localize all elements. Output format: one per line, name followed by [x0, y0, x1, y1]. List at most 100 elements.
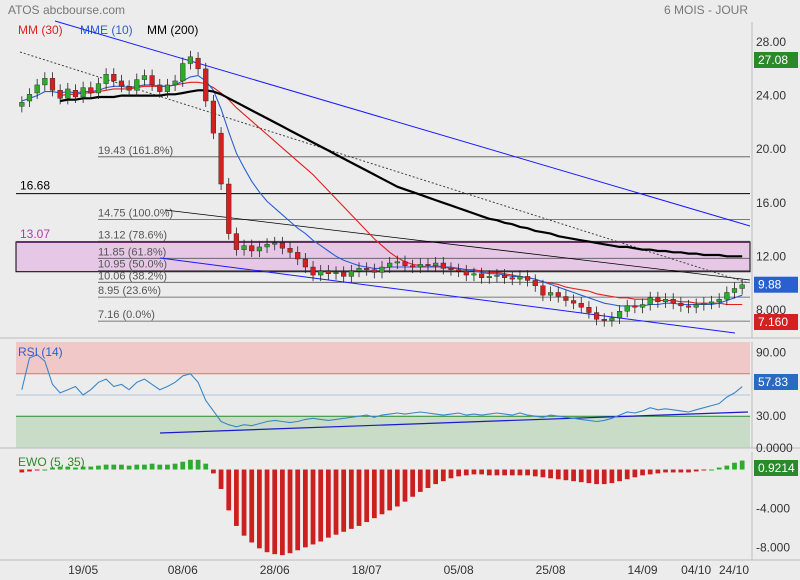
- candle-body: [670, 298, 676, 304]
- ewo-bar: [571, 469, 576, 482]
- ewo-bar: [663, 469, 668, 473]
- ewo-bar: [417, 469, 423, 492]
- ewo-bar: [295, 469, 301, 551]
- candle-body: [210, 100, 216, 134]
- candle-body: [72, 90, 79, 98]
- fibonacci-level-label: 10.06 (38.2%): [98, 270, 167, 282]
- candle-body: [647, 297, 653, 305]
- mm30-value-tag: 7.160: [758, 315, 788, 329]
- rsi-trend-line: [159, 411, 749, 434]
- candle-body: [402, 261, 408, 266]
- rsi-title: RSI (14): [18, 345, 63, 359]
- ewo-bar: [640, 469, 645, 476]
- ewo-bar: [302, 469, 308, 548]
- ewo-bar: [732, 462, 737, 470]
- ewo-bar: [341, 469, 347, 532]
- ewo-bar: [686, 469, 691, 473]
- ewo-bar: [126, 465, 132, 470]
- candle-body: [149, 75, 155, 86]
- candle-body: [287, 248, 293, 253]
- candle-body: [693, 304, 699, 308]
- ewo-bar: [540, 469, 546, 478]
- candle-body: [540, 285, 546, 296]
- x-tick-label: 28/06: [260, 563, 290, 577]
- ewo-bar: [678, 469, 684, 473]
- fibonacci-level-label: 19.43 (161.8%): [98, 145, 173, 157]
- candle-body: [685, 305, 692, 308]
- ewo-value-tag: 0.9214: [758, 461, 795, 475]
- candle-body: [295, 252, 301, 260]
- ewo-bar: [50, 467, 55, 470]
- chart-period: 6 MOIS - JOUR: [664, 3, 748, 17]
- x-tick-label: 05/08: [444, 563, 474, 577]
- candle-body: [325, 270, 331, 274]
- ewo-bar: [410, 469, 416, 497]
- ewo-bar: [19, 469, 25, 473]
- candle-body: [226, 183, 232, 234]
- candle-body: [126, 86, 132, 91]
- candle-body: [371, 269, 377, 273]
- candle-body: [310, 266, 316, 276]
- fibonacci-level-label: 13.12 (78.6%): [98, 229, 167, 241]
- candle-body: [525, 276, 531, 281]
- mm200-value-tag: 27.08: [758, 53, 788, 67]
- ewo-bar: [670, 469, 676, 473]
- ewo-value-tag-bg: [754, 460, 798, 476]
- ewo-bar: [325, 469, 331, 538]
- candle-body: [471, 273, 477, 276]
- candle-body: [272, 242, 278, 245]
- ewo-bar: [601, 469, 607, 485]
- ewo-bar: [42, 469, 48, 471]
- candle-body: [724, 292, 730, 300]
- ewo-bar: [287, 469, 293, 554]
- rsi-y-tick-label: 30.00: [756, 409, 786, 423]
- candle-body: [118, 80, 125, 87]
- ewo-bar: [456, 469, 462, 477]
- price-y-tick-label: 12.00: [756, 249, 786, 263]
- candle-body: [348, 270, 354, 277]
- ewo-bar: [425, 469, 431, 488]
- ewo-bar: [111, 464, 117, 470]
- ewo-bar: [134, 464, 140, 470]
- ewo-bar: [509, 469, 515, 476]
- candle-body: [42, 78, 48, 86]
- candle-body: [180, 63, 186, 82]
- candle-body: [364, 268, 370, 270]
- candle-body: [425, 264, 431, 266]
- fibonacci-level-label: 14.75 (100.0%): [98, 208, 173, 220]
- candle-body: [80, 87, 86, 98]
- price-y-tick-label: 20.00: [756, 142, 786, 156]
- candle-body: [448, 268, 454, 270]
- candle-body: [256, 246, 262, 252]
- candle-body: [486, 276, 492, 278]
- x-tick-label: 18/07: [352, 563, 382, 577]
- ewo-bar: [241, 469, 247, 536]
- ewo-bar: [624, 469, 630, 480]
- fibonacci-level-label: 10.95 (50.0%): [98, 258, 167, 270]
- candle-body: [302, 258, 308, 268]
- candle-body: [111, 74, 117, 82]
- ewo-bar: [188, 459, 193, 470]
- candle-body: [632, 305, 638, 308]
- candle-body: [555, 292, 561, 297]
- ewo-bar: [80, 466, 86, 470]
- ewo-bar: [234, 469, 239, 526]
- dotted-trend-line: [19, 51, 749, 284]
- candle-body: [172, 80, 178, 86]
- x-tick-label: 24/10: [719, 563, 749, 577]
- ewo-bar: [180, 461, 186, 470]
- candle-body: [279, 242, 285, 249]
- ewo-bar: [494, 469, 500, 476]
- ewo-bar: [333, 469, 339, 535]
- ewo-bar: [73, 467, 78, 470]
- chart-source: abcbourse.com: [43, 3, 125, 17]
- ewo-bar: [586, 469, 592, 484]
- candle-body: [88, 87, 94, 94]
- last-price-tag: 9.88: [758, 278, 782, 292]
- rsi-panel: 90.00 30.00 0.0000 57.83: [0, 342, 800, 455]
- ewo-bar: [502, 469, 507, 476]
- candle-body: [249, 245, 255, 252]
- ewo-bar: [249, 469, 255, 543]
- ewo-bar: [440, 469, 446, 482]
- candle-body: [716, 298, 722, 303]
